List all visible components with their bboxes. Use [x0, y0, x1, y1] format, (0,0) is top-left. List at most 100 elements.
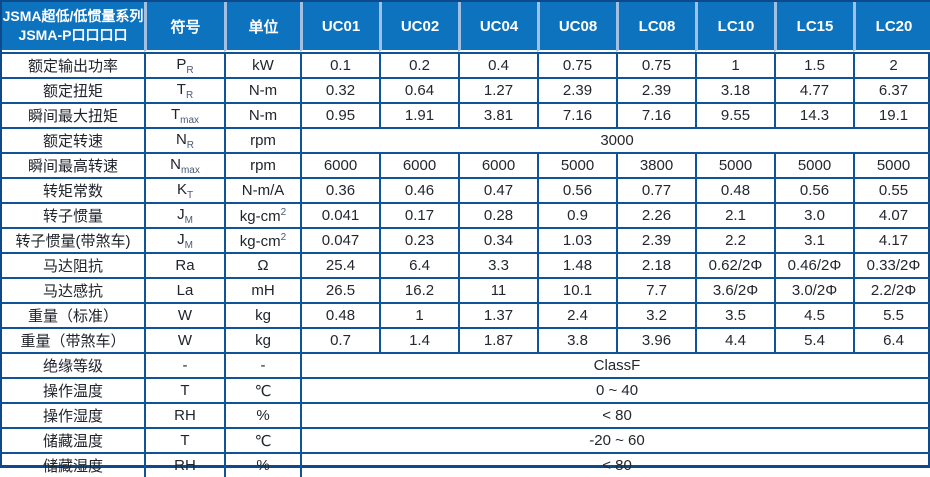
symbol-cell: Nmax	[144, 152, 224, 177]
value-cell: 0.7	[300, 327, 379, 352]
value-cell: 9.55	[695, 102, 774, 127]
value-cell: 7.16	[537, 102, 616, 127]
model-column-header: LC10	[695, 2, 774, 52]
value-cell: 11	[458, 277, 537, 302]
unit-cell: kg-cm2	[224, 227, 300, 252]
spec-row: 操作湿度 RH% < 80	[2, 402, 930, 427]
value-cell: 0.55	[853, 177, 930, 202]
value-cell: 2.39	[616, 227, 695, 252]
value-cell: 3.0/2Φ	[774, 277, 853, 302]
value-cell: 16.2	[379, 277, 458, 302]
value-cell: 1.27	[458, 77, 537, 102]
value-cell: 2	[853, 52, 930, 77]
value-cell: 0.1	[300, 52, 379, 77]
unit-cell: kg	[224, 327, 300, 352]
value-cell: 1.5	[774, 52, 853, 77]
unit-cell: rpm	[224, 127, 300, 152]
value-cell: 19.1	[853, 102, 930, 127]
unit-cell: N-m	[224, 77, 300, 102]
value-cell: 0.47	[458, 177, 537, 202]
value-cell: 0.77	[616, 177, 695, 202]
unit-cell: ℃	[224, 377, 300, 402]
value-cell: 0.23	[379, 227, 458, 252]
spec-row: 转子惯量(带煞车) JM kg-cm2 0.047 0.23 0.34 1.03 2.39 2.…	[2, 227, 930, 252]
value-cell: 3.6/2Φ	[695, 277, 774, 302]
value-cell: 2.4	[537, 302, 616, 327]
value-cell: 3.2	[616, 302, 695, 327]
row-label-cell: 瞬间最高转速	[2, 152, 144, 177]
value-cell: 5.4	[774, 327, 853, 352]
series-title-cell: JSMA超低/低惯量系列 JSMA-P口口口口	[2, 2, 144, 52]
symbol-cell: Ra	[144, 252, 224, 277]
symbol-subscript: R	[186, 64, 194, 76]
unit-superscript: 2	[280, 231, 287, 243]
value-cell: 3.0	[774, 202, 853, 227]
value-cell: 4.07	[853, 202, 930, 227]
value-cell: 3.96	[616, 327, 695, 352]
spanning-value-cell: ClassF	[300, 352, 930, 377]
value-cell: 1.03	[537, 227, 616, 252]
symbol-cell: RH	[144, 402, 224, 427]
unit-column-header: 单位	[224, 2, 300, 52]
symbol-cell: W	[144, 302, 224, 327]
symbol-column-header: 符号	[144, 2, 224, 52]
row-label-cell: 瞬间最大扭矩	[2, 102, 144, 127]
value-cell: 1.4	[379, 327, 458, 352]
symbol-cell: NR	[144, 127, 224, 152]
value-cell: 0.75	[616, 52, 695, 77]
value-cell: 0.56	[537, 177, 616, 202]
row-label-cell: 马达感抗	[2, 277, 144, 302]
row-label-cell: 转子惯量	[2, 202, 144, 227]
value-cell: 0.33/2Φ	[853, 252, 930, 277]
row-label-cell: 重量（标准）	[2, 302, 144, 327]
row-label-cell: 重量（带煞车）	[2, 327, 144, 352]
value-cell: 1.87	[458, 327, 537, 352]
value-cell: 6.4	[379, 252, 458, 277]
unit-cell: kg-cm2	[224, 202, 300, 227]
value-cell: 1.48	[537, 252, 616, 277]
symbol-cell: TR	[144, 77, 224, 102]
model-column-header: UC02	[379, 2, 458, 52]
value-cell: 0.9	[537, 202, 616, 227]
value-cell: 4.4	[695, 327, 774, 352]
unit-cell: N-m/A	[224, 177, 300, 202]
value-cell: 25.4	[300, 252, 379, 277]
value-cell: 0.46	[379, 177, 458, 202]
unit-cell: -	[224, 352, 300, 377]
unit-cell: kW	[224, 52, 300, 77]
value-cell: 10.1	[537, 277, 616, 302]
unit-cell: ℃	[224, 427, 300, 452]
model-column-header: LC15	[774, 2, 853, 52]
value-cell: 5.5	[853, 302, 930, 327]
unit-cell: kg	[224, 302, 300, 327]
symbol-cell: JM	[144, 202, 224, 227]
value-cell: 5000	[695, 152, 774, 177]
row-label-cell: 转子惯量(带煞车)	[2, 227, 144, 252]
symbol-cell: RH	[144, 452, 224, 477]
unit-cell: mH	[224, 277, 300, 302]
symbol-cell: KT	[144, 177, 224, 202]
value-cell: 3.5	[695, 302, 774, 327]
value-cell: 2.26	[616, 202, 695, 227]
value-cell: 0.047	[300, 227, 379, 252]
row-label-cell: 绝缘等级	[2, 352, 144, 377]
row-label-cell: 额定输出功率	[2, 52, 144, 77]
spanning-value-cell: 0 ~ 40	[300, 377, 930, 402]
value-cell: 0.95	[300, 102, 379, 127]
value-cell: 6000	[300, 152, 379, 177]
model-column-header: LC20	[853, 2, 930, 52]
model-column-header: UC08	[537, 2, 616, 52]
unit-cell: %	[224, 452, 300, 477]
value-cell: 5000	[853, 152, 930, 177]
row-label-cell: 储藏湿度	[2, 452, 144, 477]
series-title-line1: JSMA超低/低惯量系列	[2, 8, 144, 25]
value-cell: 0.2	[379, 52, 458, 77]
value-cell: 0.4	[458, 52, 537, 77]
value-cell: 0.56	[774, 177, 853, 202]
value-cell: 0.48	[300, 302, 379, 327]
unit-cell: rpm	[224, 152, 300, 177]
spec-row: 马达阻抗 Ra Ω 25.4 6.4 3.3 1.48 2.18 0.62/2Φ 0.46/2Φ 0…	[2, 252, 930, 277]
